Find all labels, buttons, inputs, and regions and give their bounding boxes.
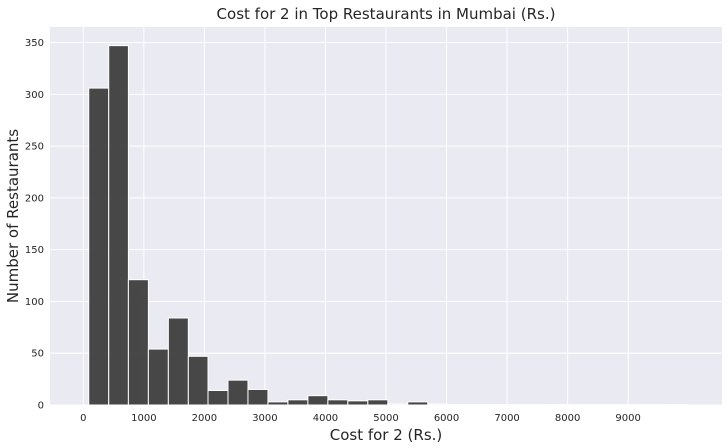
- histogram-bar: [407, 401, 429, 406]
- histogram-bar: [267, 401, 289, 406]
- histogram-bar: [88, 87, 110, 406]
- histogram-bar: [327, 399, 349, 406]
- histogram-bar: [667, 403, 688, 406]
- histogram-bar: [108, 45, 129, 406]
- x-tick-label: 7000: [494, 413, 519, 424]
- y-axis-label: Number of Restaurants: [4, 129, 22, 303]
- x-tick-label: 6000: [434, 413, 459, 424]
- x-tick-label: 2000: [192, 413, 217, 424]
- y-tick-label: 300: [25, 90, 44, 101]
- histogram-bar: [207, 390, 229, 406]
- y-tick-label: 200: [25, 193, 44, 204]
- x-tick-label: 0: [80, 413, 86, 424]
- histogram-bars: [88, 45, 688, 406]
- y-tick-label: 50: [31, 349, 44, 360]
- histogram-bar: [167, 317, 189, 406]
- histogram-bar: [467, 403, 489, 406]
- histogram-bar: [127, 279, 149, 406]
- histogram-bar: [187, 355, 209, 406]
- histogram-bar: [387, 403, 409, 406]
- x-tick-label: 8000: [555, 413, 580, 424]
- y-axis-ticks: 0 50 100 150 200 250 300 350: [25, 38, 44, 411]
- y-tick-label: 150: [25, 245, 44, 256]
- histogram-bar: [247, 388, 269, 406]
- x-tick-label: 9000: [615, 413, 640, 424]
- histogram-bar: [227, 379, 249, 406]
- x-tick-label: 4000: [313, 413, 338, 424]
- chart-title: Cost for 2 in Top Restaurants in Mumbai …: [217, 5, 556, 23]
- y-tick-label: 0: [38, 401, 44, 412]
- histogram-bar: [487, 403, 509, 406]
- x-axis-ticks: 0 1000 2000 3000 4000 5000 6000 7000 8000 9000: [80, 413, 641, 424]
- histogram-bar: [147, 348, 169, 406]
- grid-lines: [50, 27, 722, 406]
- histogram-bar: [447, 403, 469, 406]
- histogram-bar: [307, 395, 329, 406]
- y-tick-label: 250: [25, 142, 44, 153]
- histogram-bar: [347, 400, 369, 406]
- y-tick-label: 350: [25, 38, 44, 49]
- x-tick-label: 1000: [131, 413, 156, 424]
- y-tick-label: 100: [25, 297, 44, 308]
- x-axis-label: Cost for 2 (Rs.): [330, 426, 443, 444]
- x-tick-label: 5000: [373, 413, 398, 424]
- histogram-bar: [287, 399, 309, 406]
- histogram-bar: [367, 399, 389, 406]
- histogram-bar: [427, 403, 449, 406]
- x-tick-label: 3000: [252, 413, 277, 424]
- histogram-bar: [547, 403, 569, 406]
